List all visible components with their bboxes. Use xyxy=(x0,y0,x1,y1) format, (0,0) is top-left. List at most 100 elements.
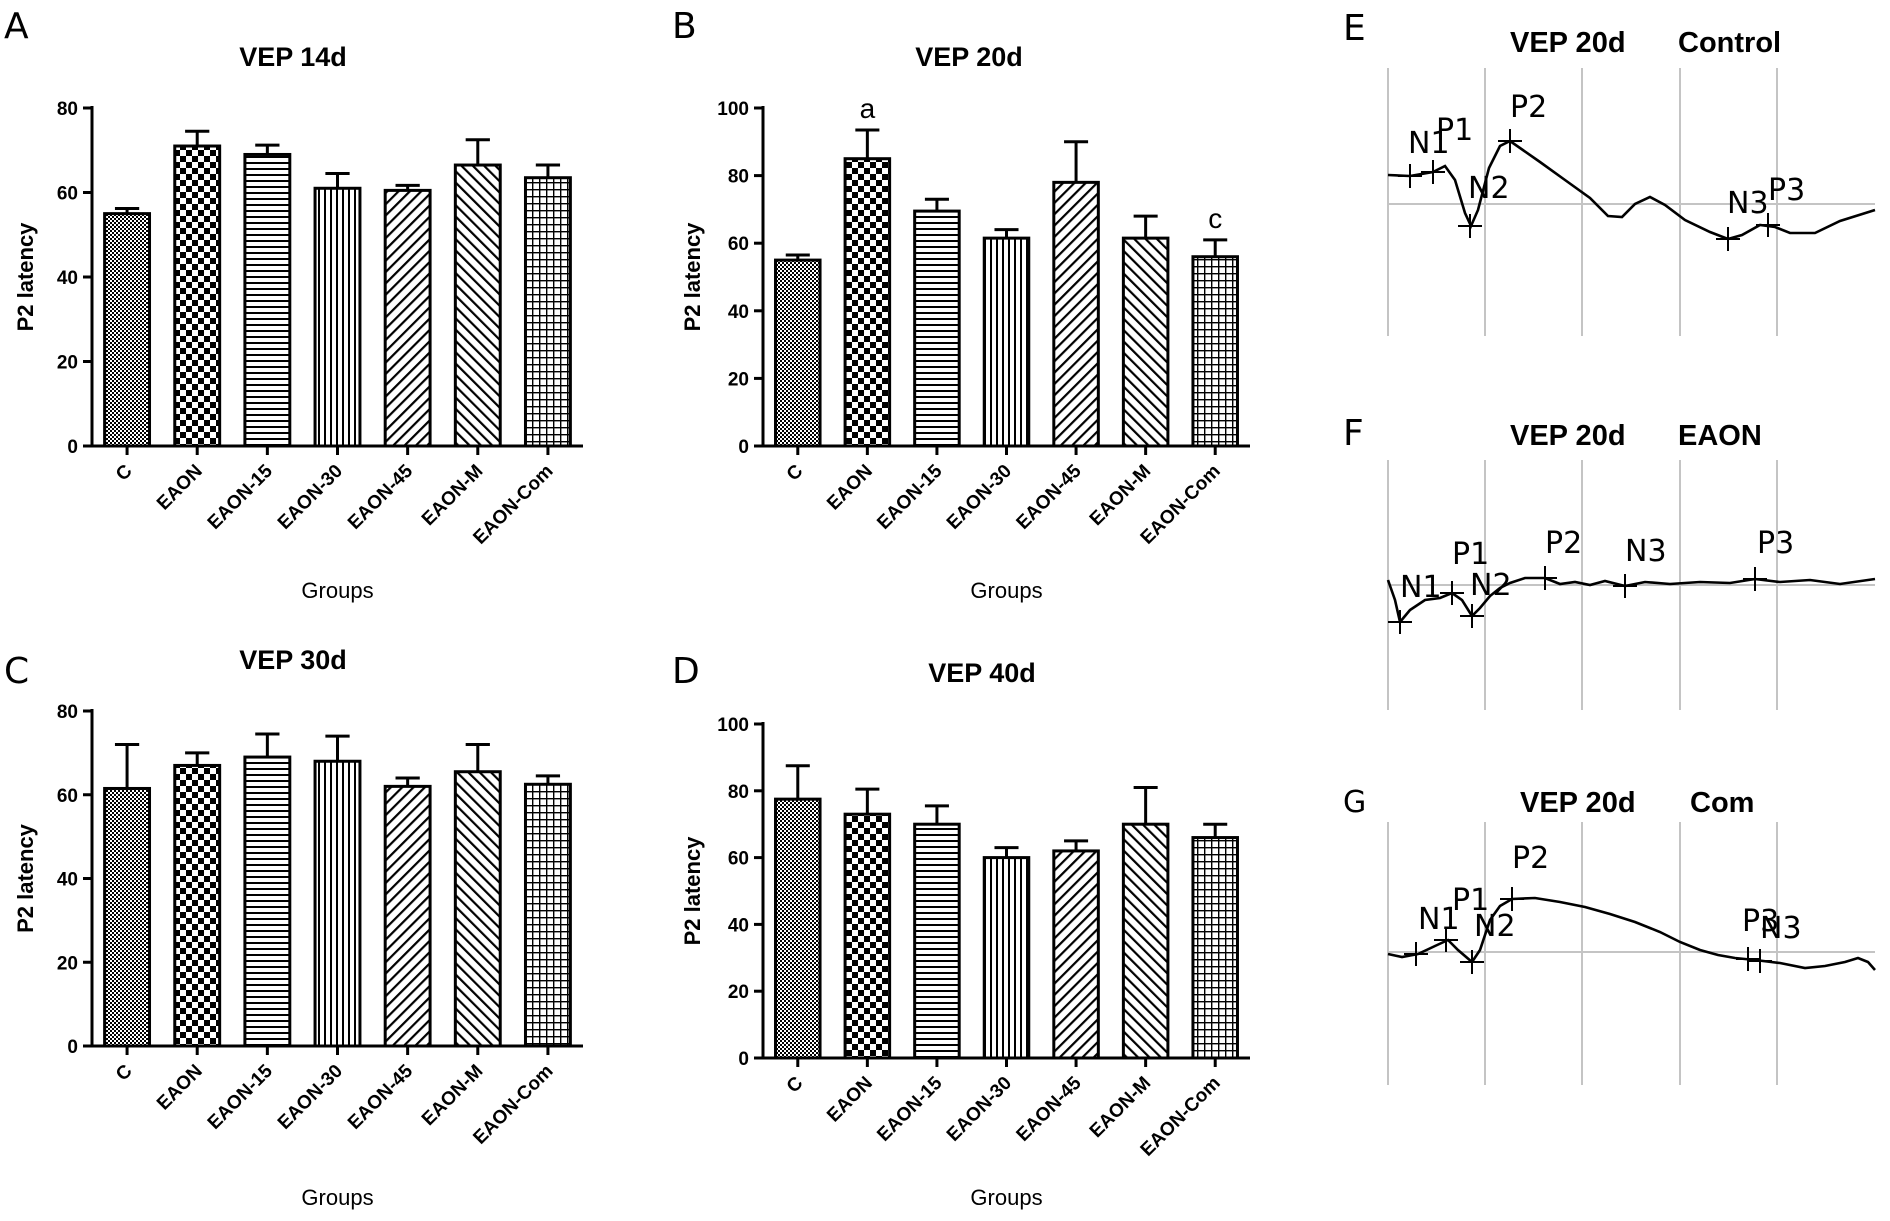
y-tick-label: 60 xyxy=(728,849,749,870)
waveform-trace xyxy=(1387,896,1876,971)
bar xyxy=(523,176,572,448)
bar xyxy=(1052,849,1100,1060)
peak-label-p1: P1 xyxy=(1452,537,1489,572)
peak-markers xyxy=(1398,129,1780,251)
waveform-group: Control xyxy=(1678,27,1781,59)
y-axis-label: P2 latency xyxy=(13,222,38,332)
x-tick-label: EAON-15 xyxy=(204,460,277,533)
waveform-panel-g: VEP 20d Com N1 P1 N2 P2 P3 N3 xyxy=(1387,787,1876,1085)
x-tick-label: EAON-M xyxy=(418,1061,487,1130)
x-tick-label: EAON-15 xyxy=(873,1072,946,1145)
bar xyxy=(843,812,892,1060)
y-tick-label: 40 xyxy=(57,870,78,891)
peak-label-n3: N3 xyxy=(1760,911,1802,946)
bar xyxy=(913,822,961,1060)
panel-label-d: D xyxy=(672,651,700,692)
panel-label-c: C xyxy=(4,651,29,692)
y-tick-label: 0 xyxy=(738,1049,749,1070)
x-tick-label: EAON xyxy=(153,461,207,515)
peak-label-n3: N3 xyxy=(1625,534,1667,569)
panel-label-a: A xyxy=(4,6,29,47)
bar xyxy=(982,236,1031,448)
x-tick-label: EAON-M xyxy=(418,461,487,530)
y-tick-label: 0 xyxy=(738,437,749,458)
bar xyxy=(453,770,502,1048)
waveform-title: VEP 20d xyxy=(1520,787,1636,819)
panel-label-f: F xyxy=(1343,413,1364,454)
y-tick-label: 40 xyxy=(728,915,749,936)
x-axis-label: Groups xyxy=(970,578,1042,603)
bar xyxy=(1191,255,1239,448)
y-tick-label: 20 xyxy=(57,353,78,374)
x-tick-label: EAON-15 xyxy=(204,1060,277,1133)
y-tick-label: 0 xyxy=(67,437,78,458)
x-tick-label: EAON-45 xyxy=(1013,460,1086,533)
y-tick-label: 80 xyxy=(57,702,78,723)
y-tick-label: 60 xyxy=(728,234,749,255)
x-tick-label: EAON-30 xyxy=(274,1061,347,1134)
y-axis-label: P2 latency xyxy=(13,823,38,933)
y-tick-label: 60 xyxy=(57,184,78,205)
bar xyxy=(103,212,152,448)
peak-label-n1: N1 xyxy=(1400,570,1442,605)
significance-label: c xyxy=(1208,203,1222,234)
x-tick-label: EAON-30 xyxy=(274,461,347,534)
bar xyxy=(774,797,822,1060)
peak-label-n1: N1 xyxy=(1418,902,1460,937)
bar xyxy=(243,152,292,448)
waveform-panel-f: VEP 20d EAON N1 P1 N2 P2 N3 P3 xyxy=(1386,420,1876,710)
x-tick-label: EAON-M xyxy=(1086,461,1155,530)
peak-label-n2: N2 xyxy=(1468,171,1510,206)
bar xyxy=(313,759,362,1048)
waveform-grid xyxy=(1387,822,1875,1085)
bar xyxy=(982,856,1031,1060)
peak-markers xyxy=(1404,887,1772,974)
y-tick-label: 20 xyxy=(728,369,749,390)
peak-label-p1: P1 xyxy=(1436,113,1473,148)
x-tick-label: EAON-45 xyxy=(344,1060,417,1133)
waveform-grid xyxy=(1387,68,1875,336)
y-axis-label: P2 latency xyxy=(680,836,705,946)
chart-title: VEP 30d xyxy=(239,645,347,675)
x-tick-label: EAON-30 xyxy=(943,1073,1016,1146)
peak-label-p2: P2 xyxy=(1510,90,1547,125)
waveform-grid xyxy=(1387,460,1875,710)
x-axis-label: Groups xyxy=(970,1185,1042,1210)
waveform-panel-e: VEP 20d Control N1 P1 N2 P2 N3 P3 xyxy=(1387,27,1876,336)
peak-label-p3: P3 xyxy=(1742,904,1779,939)
bar xyxy=(913,209,961,448)
y-tick-label: 100 xyxy=(717,715,749,736)
x-tick-label: EAON-45 xyxy=(1013,1072,1086,1145)
y-tick-label: 100 xyxy=(717,99,749,120)
x-tick-label: C xyxy=(112,460,137,485)
peak-label-n2: N2 xyxy=(1474,909,1516,944)
x-tick-label: EAON xyxy=(823,1073,877,1127)
x-tick-label: C xyxy=(112,1060,137,1085)
y-tick-label: 20 xyxy=(57,953,78,974)
chart-title: VEP 40d xyxy=(928,658,1036,688)
bar xyxy=(173,763,222,1048)
significance-label: a xyxy=(860,93,876,124)
y-tick-label: 20 xyxy=(728,982,749,1003)
waveform-group: Com xyxy=(1690,787,1754,819)
x-tick-label: C xyxy=(783,1072,808,1097)
waveform-group: EAON xyxy=(1678,420,1762,452)
peak-markers xyxy=(1388,566,1767,634)
x-tick-label: EAON-15 xyxy=(873,460,946,533)
bar xyxy=(383,188,432,448)
panel-label-g: G xyxy=(1343,785,1366,820)
bar-chart-panel-d: VEP 40d 0 20 40 60 80 100 P2 latency Groups C EAON… xyxy=(680,658,1250,1210)
bar xyxy=(1121,236,1170,448)
bar xyxy=(1191,836,1239,1060)
peak-label-p1: P1 xyxy=(1452,883,1489,918)
peak-label-p3: P3 xyxy=(1768,173,1805,208)
bar xyxy=(774,258,822,448)
y-tick-label: 80 xyxy=(728,782,749,803)
y-tick-label: 80 xyxy=(57,99,78,120)
bar xyxy=(313,186,362,448)
bar xyxy=(103,786,152,1048)
bar xyxy=(1121,822,1170,1060)
panel-label-e: E xyxy=(1343,8,1366,49)
